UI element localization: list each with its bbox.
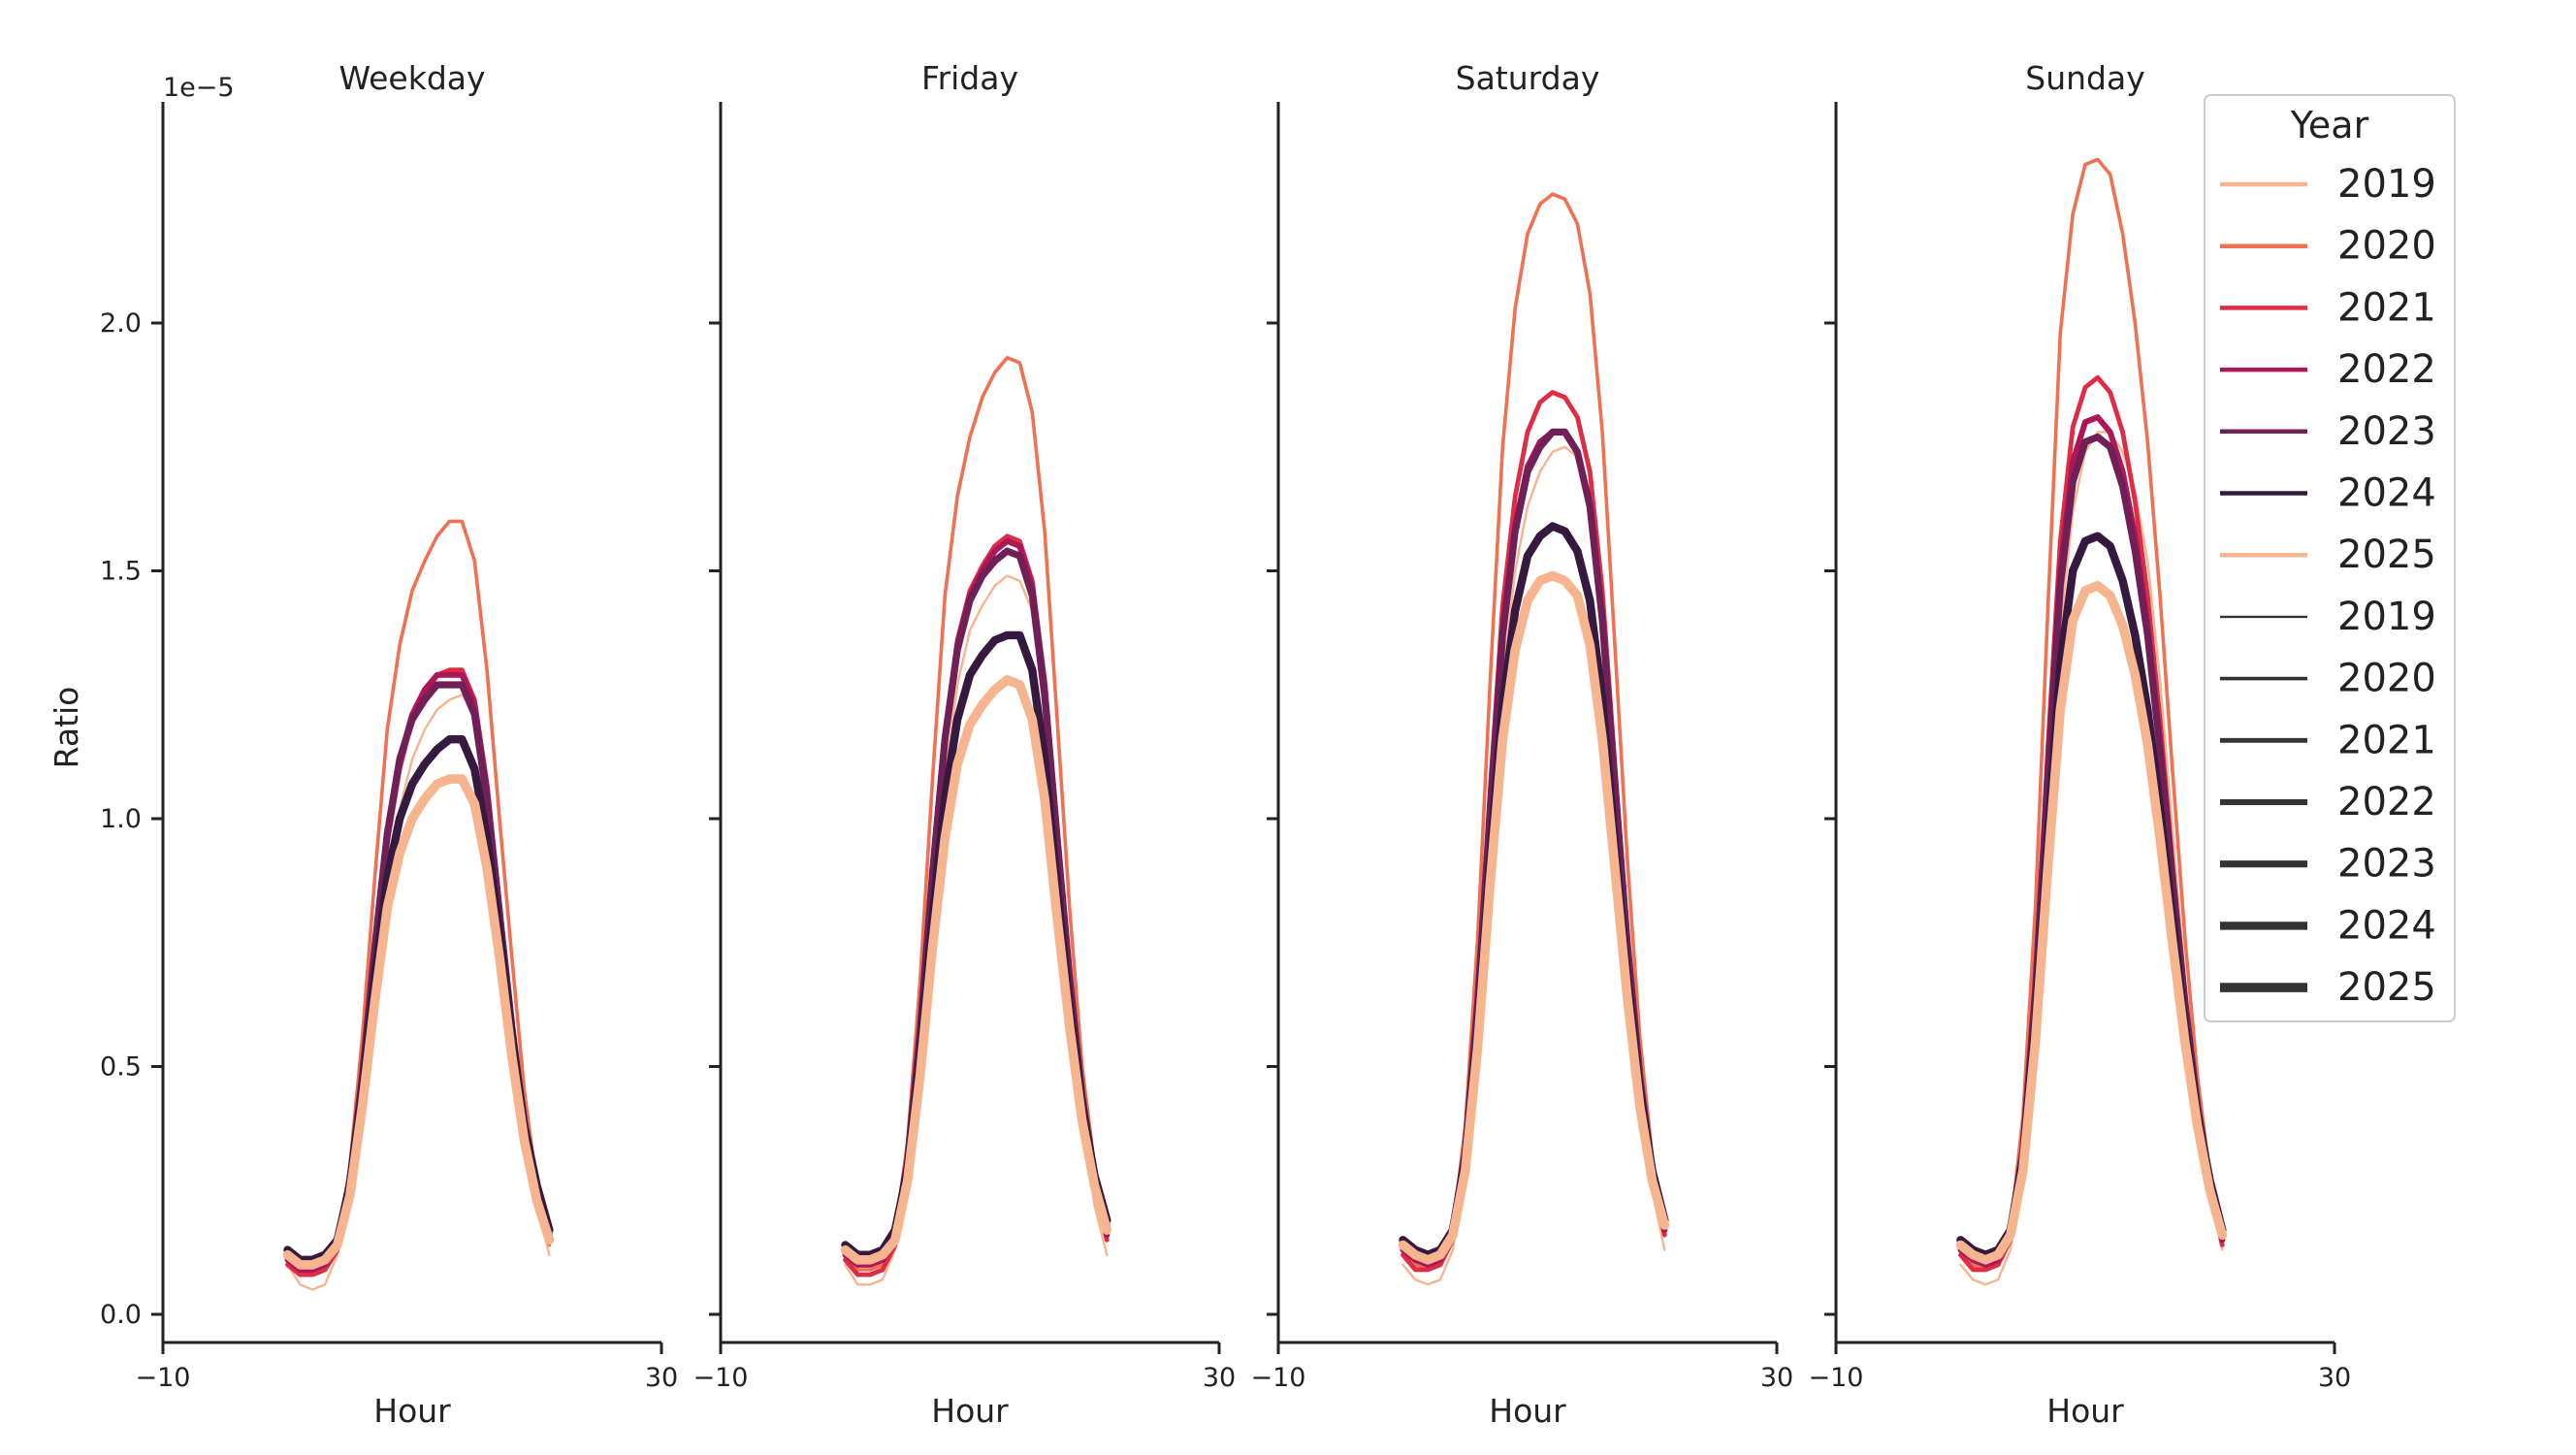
panel-saturday: Saturday −10 30 Hour bbox=[1251, 59, 1794, 1430]
x-axis-label: Hour bbox=[931, 1392, 1009, 1430]
legend: Year 2019 2020 2021 2022 2023 2024 2025 2019 202… bbox=[2204, 94, 2456, 1022]
x-tick-label: 30 bbox=[2318, 1363, 2351, 1393]
x-tick-label: −10 bbox=[1809, 1363, 1864, 1393]
panel-title-friday: Friday bbox=[921, 59, 1018, 97]
y-axis-label: Ratio bbox=[48, 687, 85, 769]
legend-label-color-2025: 2025 bbox=[2337, 533, 2436, 577]
y-tick-label: 1.5 bbox=[100, 557, 142, 587]
legend-entries: 2019 2020 2021 2022 2023 2024 2025 2019 2020 2021… bbox=[2220, 162, 2436, 1010]
legend-label-width-2020: 2020 bbox=[2337, 657, 2436, 701]
y-tick-label: 0.0 bbox=[100, 1300, 142, 1330]
x-tick-label: 30 bbox=[645, 1363, 678, 1393]
series-line-2025 bbox=[840, 675, 1112, 1265]
legend-title: Year bbox=[2290, 104, 2369, 146]
legend-label-color-2021: 2021 bbox=[2337, 285, 2436, 330]
legend-label-color-2022: 2022 bbox=[2337, 347, 2436, 392]
legend-label-color-2020: 2020 bbox=[2337, 224, 2436, 269]
legend-label-width-2022: 2022 bbox=[2337, 780, 2436, 824]
legend-frame bbox=[2204, 94, 2456, 1022]
y-tick-label: 2.0 bbox=[100, 308, 142, 339]
y-tick-label: 0.5 bbox=[100, 1052, 142, 1083]
series-lines bbox=[840, 355, 1112, 1286]
series-lines bbox=[1955, 157, 2228, 1286]
legend-label-width-2024: 2024 bbox=[2337, 903, 2436, 948]
panel-title-sunday: Sunday bbox=[2025, 59, 2144, 97]
x-tick-label: −10 bbox=[1251, 1363, 1306, 1393]
legend-label-width-2021: 2021 bbox=[2337, 718, 2436, 762]
y-tick-label: 1.0 bbox=[100, 804, 142, 834]
series-lines bbox=[282, 519, 555, 1291]
x-axis-label: Hour bbox=[2046, 1392, 2124, 1430]
legend-label-width-2023: 2023 bbox=[2337, 842, 2436, 887]
y-scale-multiplier: 1e−5 bbox=[163, 73, 235, 103]
legend-label-width-2025: 2025 bbox=[2337, 965, 2436, 1010]
legend-label-color-2024: 2024 bbox=[2337, 471, 2436, 516]
legend-label-color-2019: 2019 bbox=[2337, 162, 2436, 207]
x-axis-label: Hour bbox=[373, 1392, 451, 1430]
series-lines bbox=[1398, 192, 1670, 1286]
legend-label-width-2019: 2019 bbox=[2337, 595, 2436, 639]
panel-title-weekday: Weekday bbox=[338, 59, 485, 97]
panel-sunday: Sunday −10 30 Hour bbox=[1809, 59, 2352, 1430]
series-line-2025 bbox=[282, 774, 555, 1270]
panel-title-saturday: Saturday bbox=[1456, 59, 1600, 97]
x-axis-label: Hour bbox=[1489, 1392, 1566, 1430]
panel-weekday: Weekday 0.0 0.5 1.0 1.5 2.0 −10 30 Hour bbox=[100, 59, 678, 1430]
series-line-2025 bbox=[1398, 570, 1670, 1265]
x-tick-label: −10 bbox=[693, 1363, 749, 1393]
panels: Weekday 0.0 0.5 1.0 1.5 2.0 −10 30 Hour Friday −10… bbox=[100, 59, 2351, 1430]
legend-label-color-2023: 2023 bbox=[2337, 409, 2436, 454]
series-line-2025 bbox=[1955, 580, 2228, 1265]
x-tick-label: 30 bbox=[1203, 1363, 1236, 1393]
x-tick-label: 30 bbox=[1760, 1363, 1793, 1393]
x-tick-label: −10 bbox=[136, 1363, 191, 1393]
panel-friday: Friday −10 30 Hour bbox=[693, 59, 1237, 1430]
